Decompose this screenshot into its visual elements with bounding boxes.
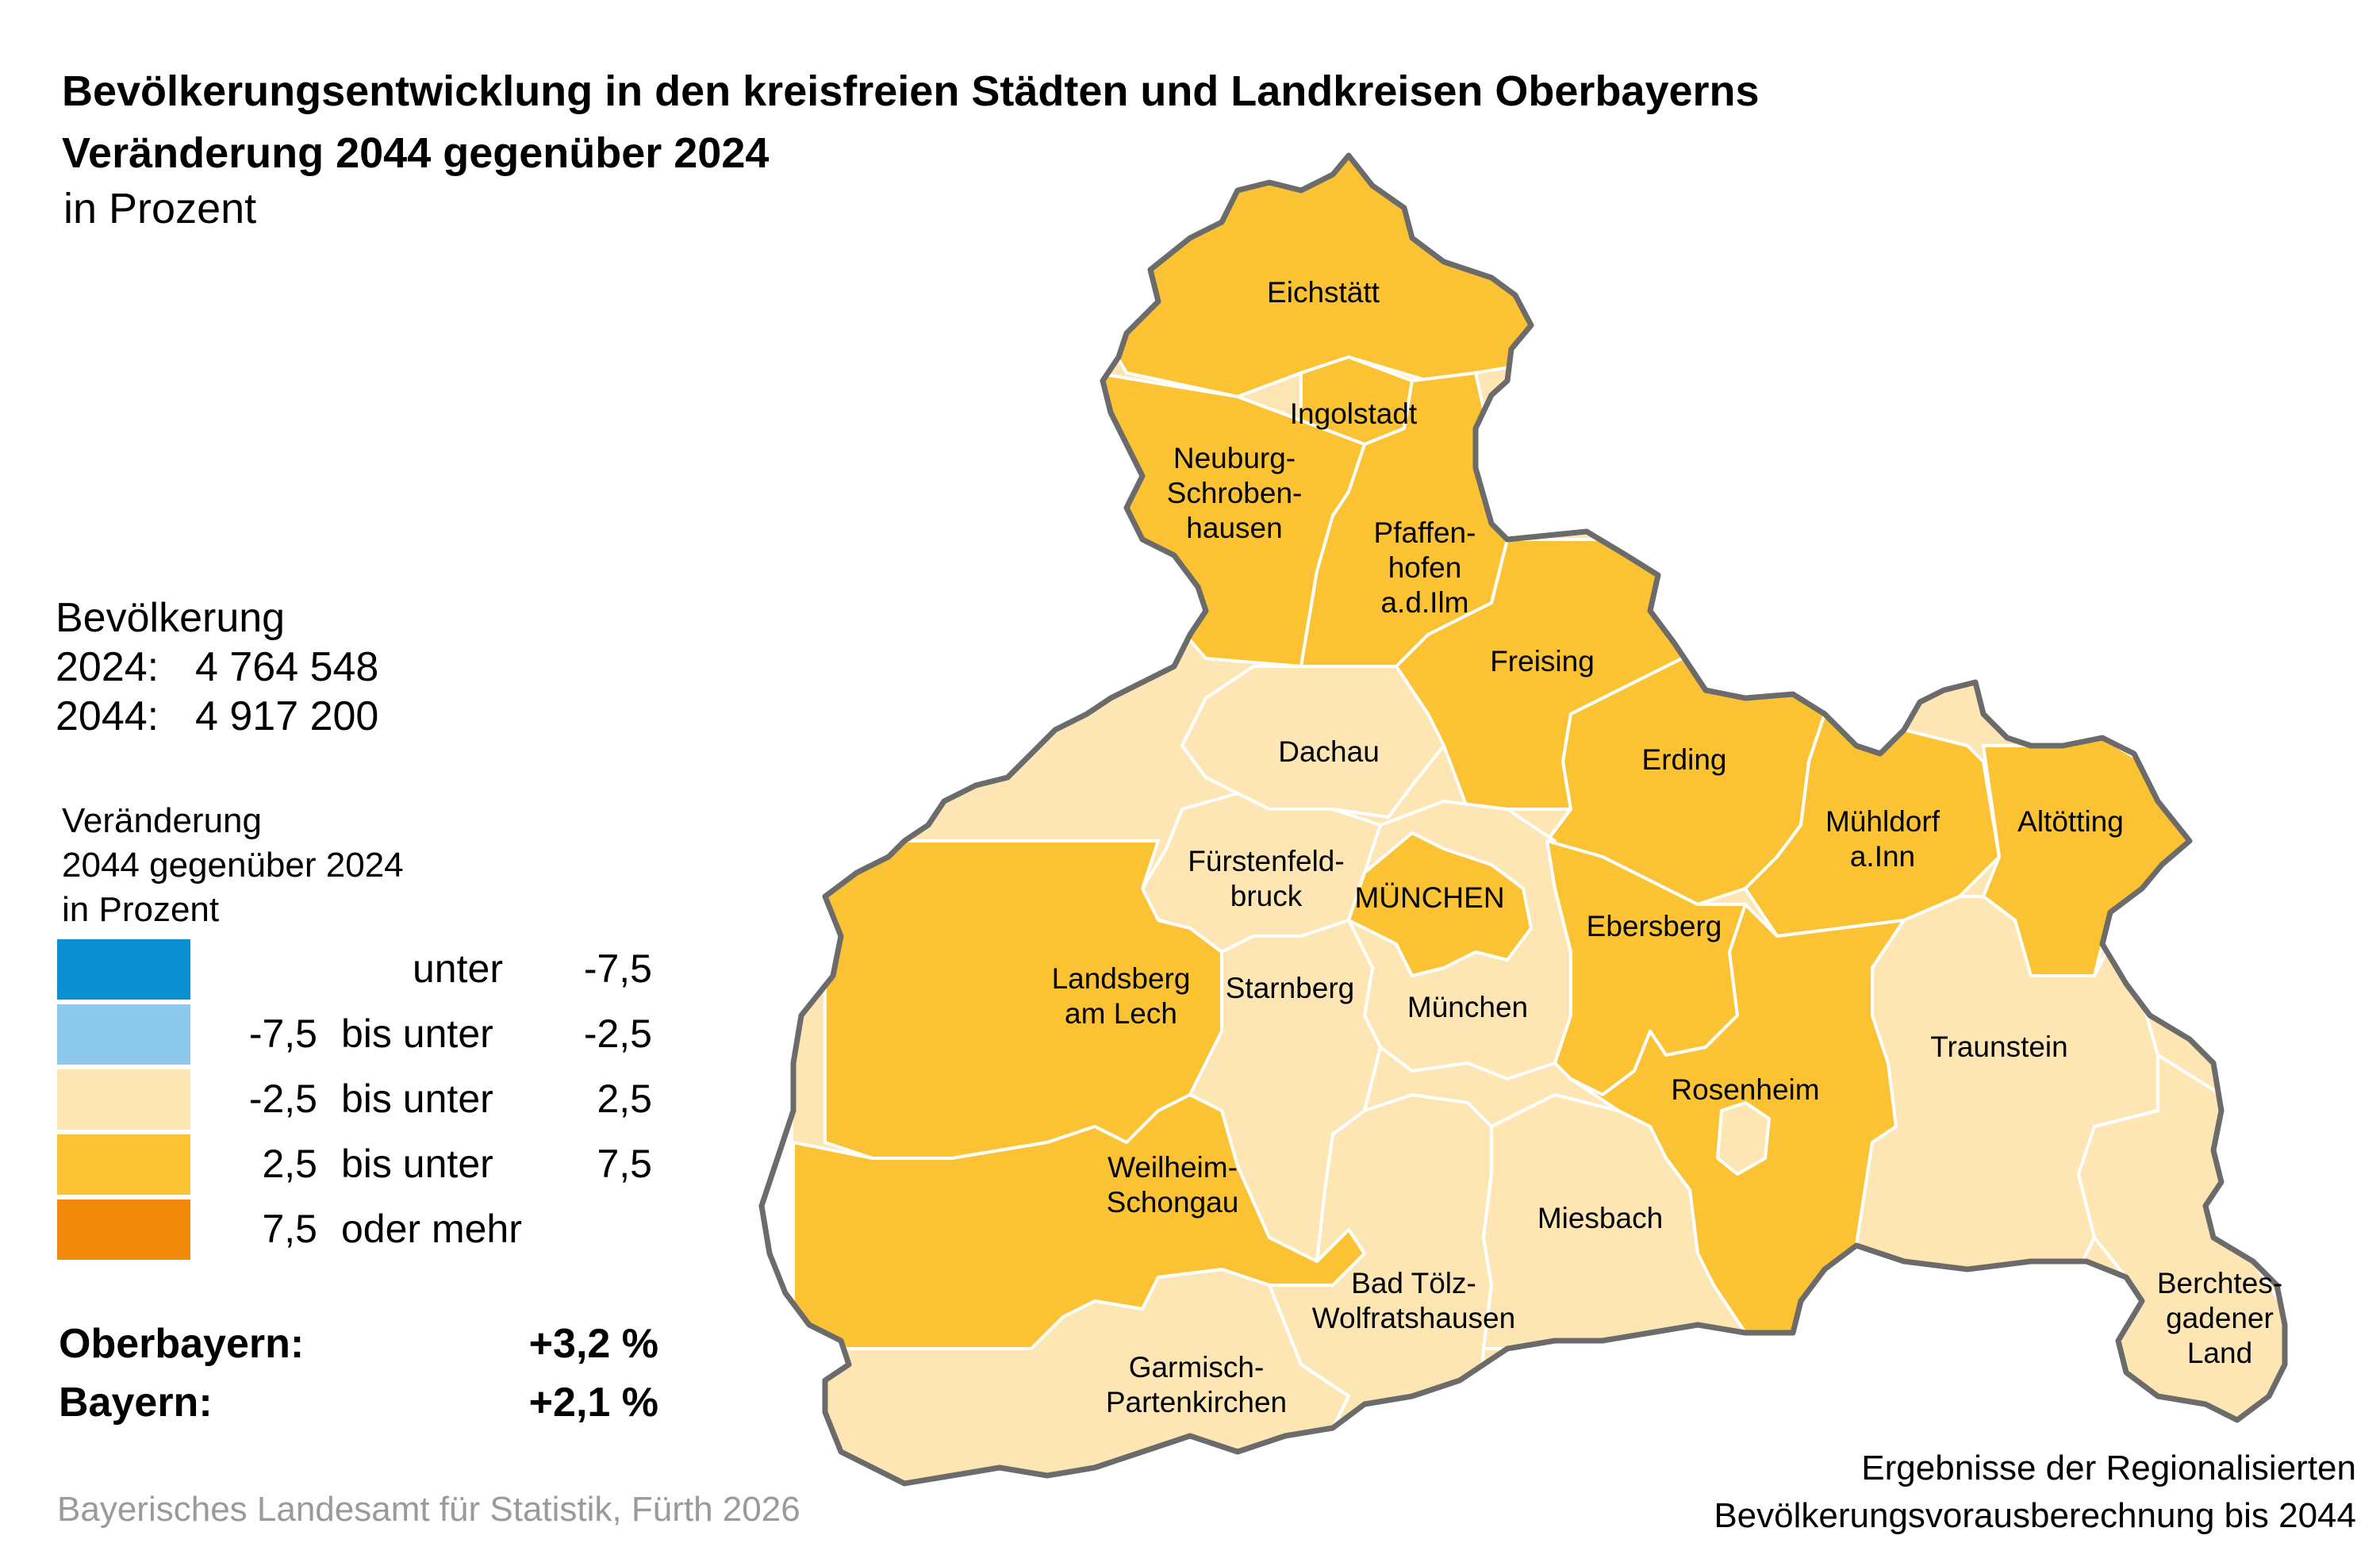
- label-landsberg: Landsberg am Lech: [1052, 962, 1191, 1030]
- label-muehldorf: Mühldorf a.Inn: [1825, 805, 1940, 873]
- map-title: Bevölkerungsentwicklung in den kreisfrei…: [62, 67, 1760, 115]
- legend-heading-3: in Prozent: [62, 890, 220, 929]
- footnote-line-1: Ergebnisse der Regionalisierten: [1861, 1449, 2356, 1487]
- legend-swatch-3: [57, 1069, 190, 1130]
- label-erding: Erding: [1642, 743, 1727, 776]
- population-2024-label: 2024:: [56, 644, 159, 690]
- legend-from-4: 2,5: [262, 1142, 317, 1186]
- region-muenchen-stadt: [1347, 831, 1533, 977]
- label-pfaffenhofen: Pfaffen-hofen a.d.Ilm: [1374, 516, 1476, 619]
- legend-connector-1: unter: [413, 946, 503, 991]
- label-muenchen-stadt: MÜNCHEN: [1354, 881, 1504, 914]
- label-garmisch-partenkirchen: Garmisch-Partenkirchen: [1106, 1351, 1287, 1418]
- legend-swatch-1: [57, 939, 190, 1000]
- label-muenchen-land: München: [1407, 991, 1528, 1023]
- legend-swatch-4: [57, 1134, 190, 1195]
- legend-heading-2: 2044 gegenüber 2024: [62, 846, 404, 885]
- legend-to-1: -7,5: [583, 946, 652, 991]
- label-rosenheim: Rosenheim: [1671, 1073, 1819, 1106]
- legend-swatch-2: [57, 1004, 190, 1065]
- legend-connector-5: oder mehr: [341, 1207, 522, 1251]
- label-altoetting: Altötting: [2017, 805, 2124, 838]
- footnote-line-2: Bevölkerungsvorausberechnung bis 2044: [1714, 1496, 2356, 1535]
- legend-to-2: -2,5: [583, 1011, 652, 1056]
- label-dachau: Dachau: [1278, 735, 1380, 768]
- population-heading: Bevölkerung: [56, 595, 286, 641]
- legend-from-2: -7,5: [248, 1011, 317, 1056]
- total-oberbayern-label: Oberbayern:: [59, 1321, 305, 1367]
- label-traunstein: Traunstein: [1930, 1031, 2067, 1063]
- legend-from-5: 7,5: [262, 1207, 317, 1251]
- label-miesbach: Miesbach: [1537, 1202, 1663, 1234]
- population-2044-value: 4 917 200: [195, 693, 379, 739]
- label-bad-toelz: Bad Tölz-Wolfratshausen: [1312, 1267, 1515, 1334]
- map-subtitle: Veränderung 2044 gegenüber 2024: [62, 129, 770, 177]
- label-neuburg-schrobenhausen: Neuburg-Schroben-hausen: [1167, 442, 1303, 544]
- total-oberbayern-value: +3,2 %: [528, 1321, 658, 1367]
- label-ingolstadt: Ingolstadt: [1290, 397, 1418, 430]
- legend-connector-4: bis unter: [341, 1142, 493, 1186]
- label-starnberg: Starnberg: [1226, 972, 1355, 1004]
- label-eichstaett: Eichstätt: [1267, 276, 1380, 309]
- label-freising: Freising: [1490, 645, 1595, 677]
- label-weilheim-schongau: Weilheim-Schongau: [1107, 1151, 1239, 1219]
- legend-from-3: -2,5: [248, 1077, 317, 1121]
- region-labels: Eichstätt Ingolstadt Neuburg-Schroben-ha…: [1052, 276, 2283, 1418]
- legend-to-4: 7,5: [597, 1142, 652, 1186]
- legend-connector-2: bis unter: [341, 1011, 493, 1056]
- legend-heading-1: Veränderung: [62, 801, 262, 840]
- source-credit: Bayerisches Landesamt für Statistik, Für…: [57, 1490, 800, 1529]
- map-unit: in Prozent: [63, 185, 257, 232]
- population-2044-label: 2044:: [56, 693, 159, 739]
- legend-connector-3: bis unter: [341, 1077, 493, 1121]
- region-eichstaett: [1093, 155, 1572, 398]
- total-bayern-value: +2,1 %: [528, 1380, 658, 1426]
- label-berchtesgadener-land: Berchtes-gadener Land: [2157, 1267, 2282, 1369]
- legend-swatch-5: [57, 1199, 190, 1260]
- total-bayern-label: Bayern:: [59, 1380, 213, 1426]
- legend-to-3: 2,5: [597, 1077, 652, 1121]
- label-fuerstenfeldbruck: Fürstenfeld-bruck: [1188, 845, 1344, 912]
- label-ebersberg: Ebersberg: [1587, 910, 1722, 942]
- population-2024-value: 4 764 548: [195, 644, 379, 690]
- oberbayern-outline: [758, 152, 2288, 1487]
- region-rosenheim-stadt: [1716, 1101, 1771, 1176]
